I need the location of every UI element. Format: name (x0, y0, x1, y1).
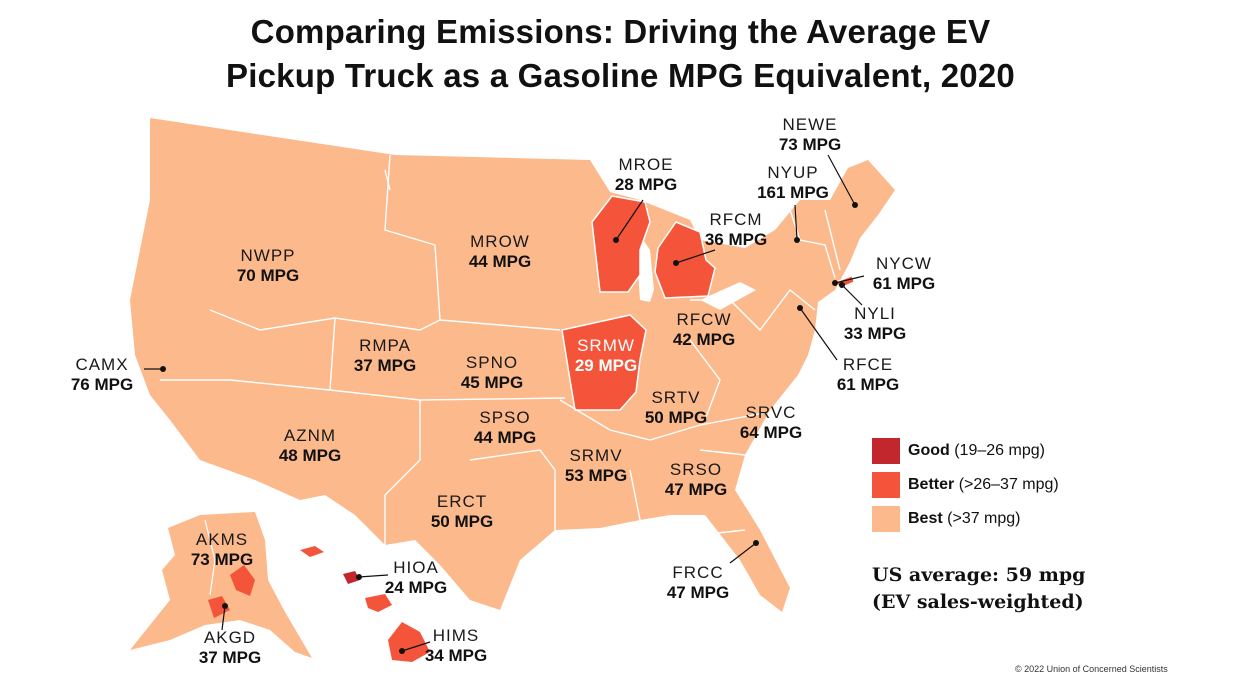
region-label-srmw: SRMW 29 MPG (574, 336, 638, 375)
copyright: © 2022 Union of Concerned Scientists (1015, 664, 1168, 674)
region-label-hims: HIMS 34 MPG (424, 626, 488, 665)
us-average-value: US average: 59 mpg (872, 564, 1086, 586)
alaska-shape (130, 512, 312, 658)
region-shape-srmw (561, 314, 647, 411)
region-label-spno: SPNO 45 MPG (460, 353, 524, 392)
region-label-srmv: SRMV 53 MPG (564, 446, 628, 485)
region-shape-mroe (591, 195, 651, 293)
region-label-mroe: MROE 28 MPG (614, 155, 678, 194)
legend-range-good: (19–26 mpg) (954, 442, 1045, 459)
region-label-mrow: MROW 44 MPG (468, 232, 532, 271)
legend-range-better: (>26–37 mpg) (958, 476, 1059, 493)
leader-lines (144, 154, 865, 652)
region-label-nwpp: NWPP 70 MPG (236, 246, 300, 285)
region-label-aznm: AZNM 48 MPG (278, 426, 342, 465)
region-borders (160, 154, 841, 545)
region-label-rfcm: RFCM 36 MPG (704, 210, 768, 249)
region-label-hioa: HIOA 24 MPG (384, 558, 448, 597)
region-shape-akms-red (230, 565, 255, 596)
us-mainland-shape (130, 118, 895, 612)
us-average-note: US average: 59 mpg (EV sales-weighted) (872, 562, 1085, 616)
map-title: Comparing Emissions: Driving the Average… (0, 10, 1241, 98)
hawaii-island-1 (300, 546, 324, 557)
title-line-2: Pickup Truck as a Gasoline MPG Equivalen… (226, 57, 1015, 94)
hawaii-island-big (388, 622, 430, 662)
region-label-rmpa: RMPA 37 MPG (353, 336, 417, 375)
region-label-rfce: RFCE 61 MPG (836, 355, 900, 394)
legend-swatch-good (872, 438, 900, 464)
legend-swatch-best (872, 506, 900, 532)
region-label-akms: AKMS 73 MPG (190, 530, 254, 569)
region-label-erct: ERCT 50 MPG (430, 492, 494, 531)
hawaii-island-oahu (343, 571, 360, 584)
legend-label-best: Best (908, 510, 943, 527)
region-label-srtv: SRTV 50 MPG (644, 388, 708, 427)
legend-range-best: (>37 mpg) (947, 510, 1021, 527)
region-label-nyli: NYLI 33 MPG (843, 304, 907, 343)
legend-swatch-better (872, 472, 900, 498)
region-label-nycw: NYCW 61 MPG (872, 254, 936, 293)
alaska-divider (204, 519, 216, 596)
legend-label-better: Better (908, 476, 955, 493)
region-label-srvc: SRVC 64 MPG (739, 403, 803, 442)
region-label-akgd: AKGD 37 MPG (198, 628, 262, 667)
region-label-nyup: NYUP 161 MPG (757, 163, 829, 202)
title-line-1: Comparing Emissions: Driving the Average… (250, 13, 991, 50)
leader-dots (160, 202, 858, 654)
region-label-rfcw: RFCW 42 MPG (672, 310, 736, 349)
legend-label-good: Good (908, 442, 950, 459)
hawaii-island-maui (365, 594, 392, 612)
us-average-method: (EV sales-weighted) (872, 591, 1084, 613)
region-label-frcc: FRCC 47 MPG (666, 563, 730, 602)
region-label-camx: CAMX 76 MPG (70, 355, 134, 394)
region-label-newe: NEWE 73 MPG (778, 115, 842, 154)
lake-michigan (638, 238, 654, 302)
region-label-spso: SPSO 44 MPG (473, 408, 537, 447)
region-label-srso: SRSO 47 MPG (664, 460, 728, 499)
lake-erie (700, 282, 756, 310)
